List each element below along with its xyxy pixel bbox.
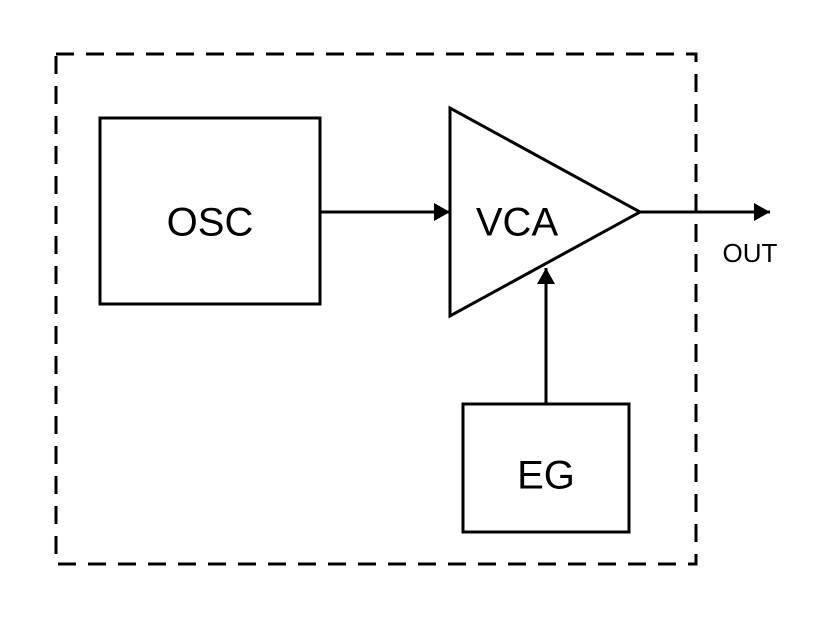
vca-label: VCA [476,201,559,245]
edge-vca-to-out [640,203,770,221]
edge-eg-to-vca [537,268,555,404]
osc-label: OSC [167,201,254,245]
out-label: OUT [723,238,778,268]
edge-osc-to-vca [320,203,450,221]
synth-block-diagram: OSC VCA EG OUT [0,0,820,618]
eg-label: EG [517,454,575,498]
